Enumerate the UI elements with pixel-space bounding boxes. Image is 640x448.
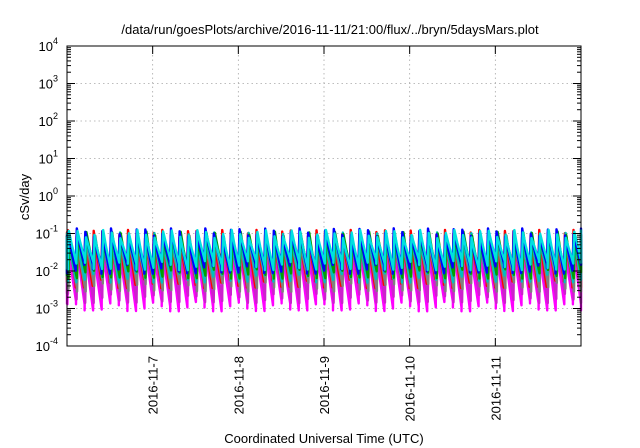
y-tick-label-exp: 1 <box>53 149 58 159</box>
y-tick-label: 100 <box>39 186 58 204</box>
y-tick-label-base: 10 <box>36 227 50 242</box>
x-tick-label: 2016-11-10 <box>403 356 418 422</box>
y-tick-label-exp: 2 <box>53 111 58 121</box>
x-tick-label: 2016-11-9 <box>317 356 332 414</box>
y-tick-label: 10-2 <box>36 261 58 279</box>
y-tick-label-exp: -3 <box>50 299 58 309</box>
y-tick-label-base: 10 <box>36 264 50 279</box>
x-axis-label: Coordinated Universal Time (UTC) <box>224 431 423 446</box>
y-tick-label-base: 10 <box>39 77 53 92</box>
y-tick-label-base: 10 <box>36 339 50 354</box>
y-tick-label: 103 <box>39 74 58 92</box>
y-tick-label-exp: 4 <box>53 36 58 46</box>
y-tick-label-exp: 3 <box>53 74 58 84</box>
y-tick-label-base: 10 <box>36 302 50 317</box>
x-axis: 2016-11-7 2016-11-8 2016-11-9 2016-11-10 201… <box>146 46 503 422</box>
y-tick-label: 10-3 <box>36 299 58 317</box>
y-tick-label: 10-4 <box>36 336 58 354</box>
y-tick-label-exp: -2 <box>50 261 58 271</box>
y-tick-label-base: 10 <box>39 39 53 54</box>
y-tick-label: 104 <box>39 36 58 54</box>
y-tick-label-exp: -1 <box>50 224 58 234</box>
series-line <box>65 228 583 272</box>
x-tick-label: 2016-11-7 <box>146 356 161 414</box>
y-axis-label: cSv/day <box>17 173 32 220</box>
y-tick-label-exp: -4 <box>50 336 58 346</box>
y-tick-label: 101 <box>39 149 58 167</box>
y-tick-label: 10-1 <box>36 224 58 242</box>
x-tick-label: 2016-11-8 <box>231 356 246 414</box>
y-tick-label: 102 <box>39 111 58 129</box>
x-tick-label: 2016-11-11 <box>488 356 503 421</box>
y-tick-label-base: 10 <box>39 189 53 204</box>
chart-title: /data/run/goesPlots/archive/2016-11-11/2… <box>121 22 539 37</box>
y-tick-label-base: 10 <box>39 114 53 129</box>
plot-area <box>65 227 583 313</box>
y-tick-label-base: 10 <box>39 152 53 167</box>
y-tick-label-exp: 0 <box>53 186 58 196</box>
